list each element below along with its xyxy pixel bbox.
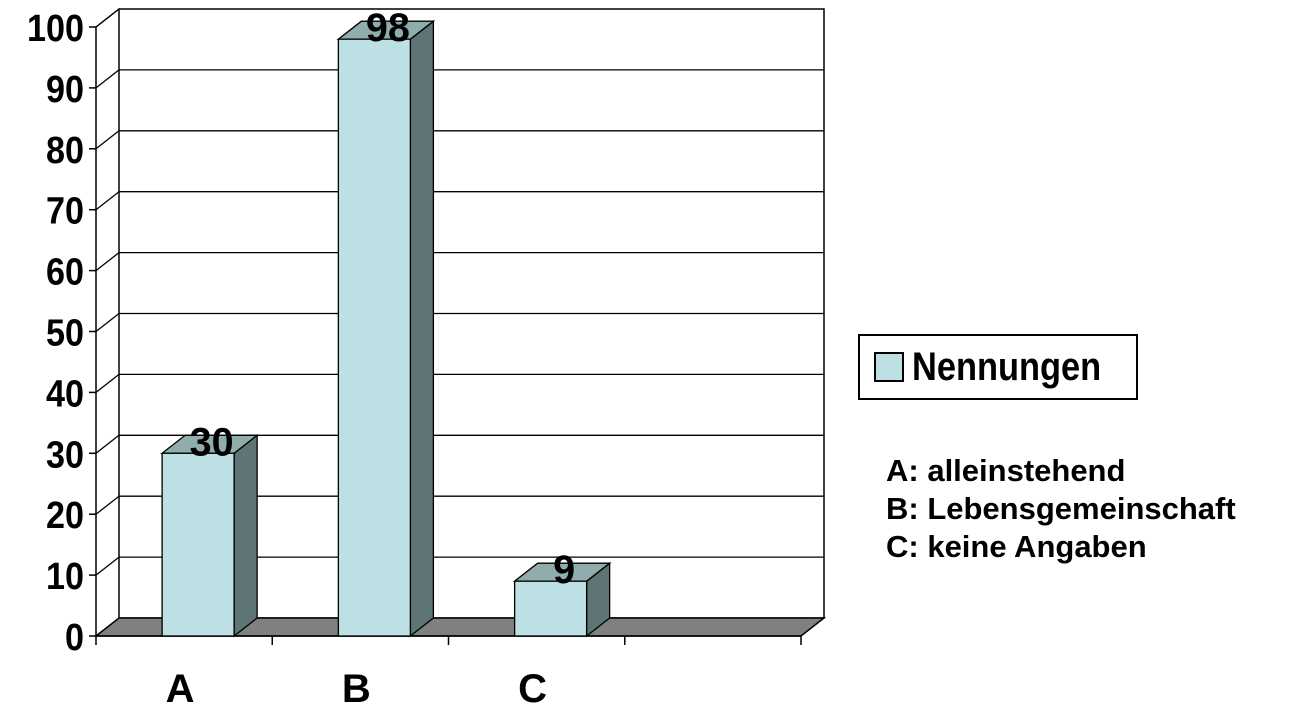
bar-b-side <box>409 19 435 638</box>
bar-a-side <box>233 433 258 638</box>
legend-label: Nennungen <box>912 344 1102 389</box>
y-tick-label-1: 10 <box>46 556 84 598</box>
y-tick-label-6: 60 <box>46 252 84 294</box>
x-tick-label-a: A <box>166 667 195 705</box>
data-label-b: 98 <box>366 6 410 50</box>
side-gridline-2 <box>95 495 120 515</box>
y-tick-label-0: 0 <box>65 617 84 659</box>
side-gridline-7 <box>95 191 120 211</box>
y-tick-label-10: 100 <box>27 8 84 50</box>
bar-a-front <box>161 452 235 637</box>
x-tick-label-c: C <box>518 667 547 705</box>
chart-data-labels: 30 98 9 <box>190 6 576 592</box>
bar-c <box>512 561 612 638</box>
legend-swatch <box>874 352 904 382</box>
y-tick-label-4: 40 <box>46 373 84 415</box>
chart-bars <box>160 19 612 638</box>
x-tick-label-b: B <box>342 667 371 705</box>
y-tick-label-9: 90 <box>46 69 84 111</box>
side-gridline-6 <box>95 252 120 272</box>
data-label-c: 9 <box>553 548 575 592</box>
data-label-a: 30 <box>190 420 234 464</box>
y-tick-label-7: 70 <box>46 191 84 233</box>
bar-b-front <box>337 38 412 637</box>
category-key-a: A: alleinstehend <box>886 453 1126 488</box>
side-gridline-5 <box>95 312 120 333</box>
y-tick-label-2: 20 <box>46 495 84 537</box>
category-key-b: B: Lebensgemeinschaft <box>886 491 1236 526</box>
y-tick-label-8: 80 <box>46 130 84 172</box>
side-gridline-8 <box>95 130 120 150</box>
side-gridline-3 <box>95 434 120 454</box>
y-tick-label-5: 50 <box>46 313 84 355</box>
bar-b <box>336 19 436 638</box>
category-key: A: alleinstehend B: Lebensgemeinschaft C… <box>886 452 1236 566</box>
y-tick-label-3: 30 <box>46 434 84 476</box>
chart-legend: Nennungen <box>858 334 1138 400</box>
bar-c-front <box>513 580 588 637</box>
side-top-edge <box>95 8 120 28</box>
side-gridline-9 <box>95 69 120 89</box>
side-gridline-1 <box>95 556 120 576</box>
bar-a <box>160 433 260 638</box>
chart-axes: 0 10 20 30 40 50 60 70 80 90 100 A B C <box>27 8 802 705</box>
category-key-c: C: keine Angaben <box>886 529 1147 564</box>
side-gridline-4 <box>95 373 120 393</box>
